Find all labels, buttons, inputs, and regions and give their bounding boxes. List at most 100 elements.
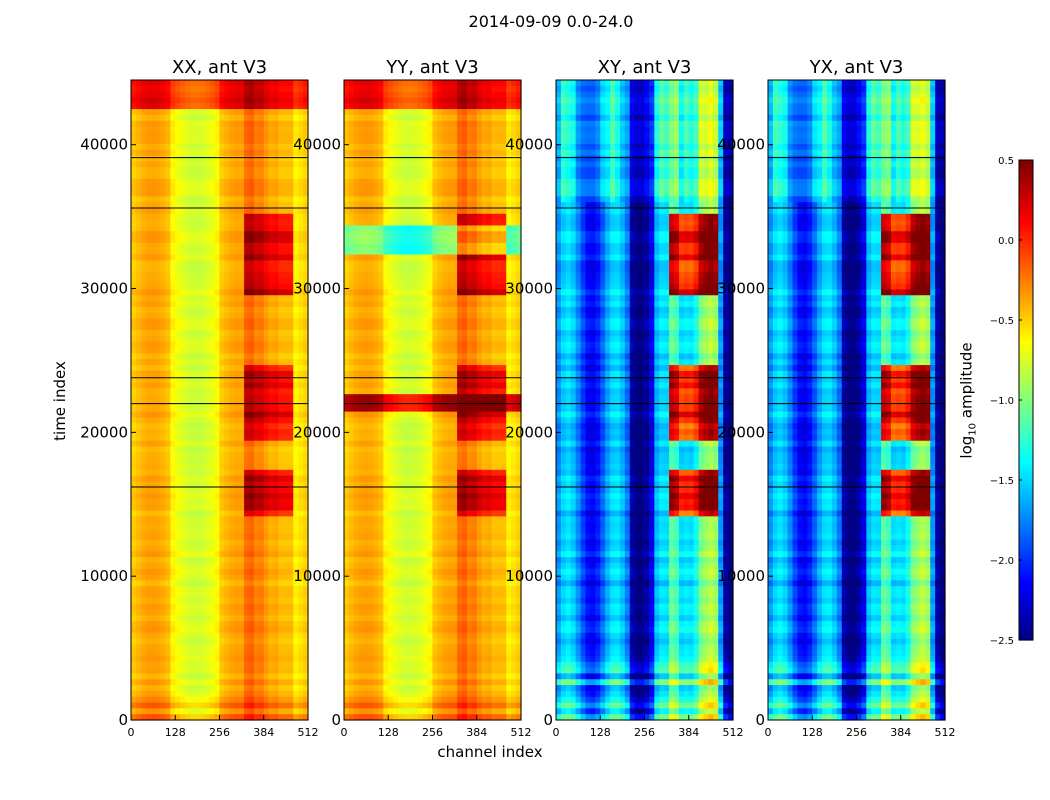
heatmap-cell xyxy=(214,551,221,558)
heatmap-cell xyxy=(288,708,294,715)
heatmap-cell xyxy=(160,109,167,116)
heatmap-cell xyxy=(145,528,152,535)
heatmap-cell xyxy=(249,423,255,430)
heatmap-cell xyxy=(263,458,270,465)
heatmap-cell xyxy=(288,638,294,645)
heatmap-cell xyxy=(244,656,250,663)
heatmap-cell xyxy=(145,493,152,500)
heatmap-cell xyxy=(180,475,186,483)
heatmap-cell xyxy=(486,149,493,157)
heatmap-cell xyxy=(194,382,201,389)
heatmap-cell xyxy=(283,365,289,372)
heatmap-cell xyxy=(452,202,458,209)
heatmap-cell xyxy=(481,97,488,104)
heatmap-cell xyxy=(140,498,147,506)
heatmap-cell xyxy=(234,80,240,87)
heatmap-cell xyxy=(180,522,186,529)
heatmap-cell xyxy=(481,91,488,99)
heatmap-cell xyxy=(348,80,355,87)
heatmap-cell xyxy=(175,667,181,675)
heatmap-cell xyxy=(165,481,171,488)
heatmap-cell xyxy=(283,638,289,645)
heatmap-cell xyxy=(273,341,280,349)
heatmap-cell xyxy=(437,80,443,87)
heatmap-cell xyxy=(140,242,147,250)
heatmap-cell xyxy=(476,196,483,203)
heatmap-cell xyxy=(457,155,463,163)
heatmap-cell xyxy=(378,126,384,133)
heatmap-cell xyxy=(253,487,260,494)
heatmap-cell xyxy=(283,213,289,221)
heatmap-cell xyxy=(258,312,265,320)
heatmap-cell xyxy=(229,266,235,273)
heatmap-cell xyxy=(278,545,285,552)
heatmap-cell xyxy=(288,237,294,244)
heatmap-cell xyxy=(229,586,235,593)
heatmap-cell xyxy=(150,690,157,698)
heatmap-cell xyxy=(303,568,309,576)
heatmap-cell xyxy=(298,289,304,296)
heatmap-cell xyxy=(180,487,186,494)
heatmap-cell xyxy=(432,155,439,163)
heatmap-cell xyxy=(224,498,230,506)
heatmap-cell xyxy=(160,411,167,419)
heatmap-cell xyxy=(368,208,375,215)
heatmap-cell xyxy=(199,359,206,366)
heatmap-cell xyxy=(506,213,512,221)
heatmap-cell xyxy=(407,144,414,151)
heatmap-cell xyxy=(427,138,434,145)
heatmap-cell xyxy=(155,708,162,715)
heatmap-cell xyxy=(348,167,355,174)
heatmap-cell xyxy=(263,91,270,99)
heatmap-cell xyxy=(219,126,226,133)
heatmap-cell xyxy=(204,242,211,250)
heatmap-cell xyxy=(249,603,255,611)
heatmap-cell xyxy=(131,359,137,366)
heatmap-cell xyxy=(194,353,201,360)
heatmap-cell xyxy=(185,277,191,285)
heatmap-cell xyxy=(219,510,226,517)
heatmap-cell xyxy=(160,708,167,715)
heatmap-cell xyxy=(131,266,137,273)
heatmap-cell xyxy=(224,85,230,93)
heatmap-cell xyxy=(175,609,181,616)
heatmap-cell xyxy=(239,446,245,453)
heatmap-cell xyxy=(234,91,240,99)
heatmap-cell xyxy=(204,301,211,308)
heatmap-cell xyxy=(140,272,147,279)
heatmap-cell xyxy=(185,219,191,227)
heatmap-cell xyxy=(209,330,216,337)
heatmap-cell xyxy=(239,231,245,238)
heatmap-cell xyxy=(273,650,280,657)
heatmap-cell xyxy=(249,231,255,238)
heatmap-cell xyxy=(298,318,304,325)
heatmap-cell xyxy=(140,347,147,355)
heatmap-cell xyxy=(437,208,443,215)
heatmap-cell xyxy=(501,126,507,133)
heatmap-cell xyxy=(160,551,167,558)
heatmap-cell xyxy=(403,109,409,116)
heatmap-cell xyxy=(273,656,280,663)
heatmap-cell xyxy=(234,260,240,267)
heatmap-cell xyxy=(209,91,216,99)
heatmap-cell xyxy=(140,114,147,122)
heatmap-cell xyxy=(155,312,162,320)
heatmap-cell xyxy=(353,208,360,215)
heatmap-cell xyxy=(417,196,424,203)
heatmap-cell xyxy=(180,650,186,657)
heatmap-cell xyxy=(214,208,221,215)
heatmap-cell xyxy=(288,173,294,180)
heatmap-cell xyxy=(273,493,280,500)
heatmap-cell xyxy=(229,353,235,360)
heatmap-cell xyxy=(393,91,399,99)
heatmap-cell xyxy=(140,219,147,227)
heatmap-cell xyxy=(258,626,265,634)
heatmap-cell xyxy=(190,510,196,517)
heatmap-cell xyxy=(175,225,181,232)
heatmap-cell xyxy=(185,242,191,250)
heatmap-cell xyxy=(244,603,250,611)
heatmap-cell xyxy=(185,609,191,616)
heatmap-cell xyxy=(229,312,235,320)
heatmap-cell xyxy=(293,638,299,645)
heatmap-cell xyxy=(278,679,285,686)
